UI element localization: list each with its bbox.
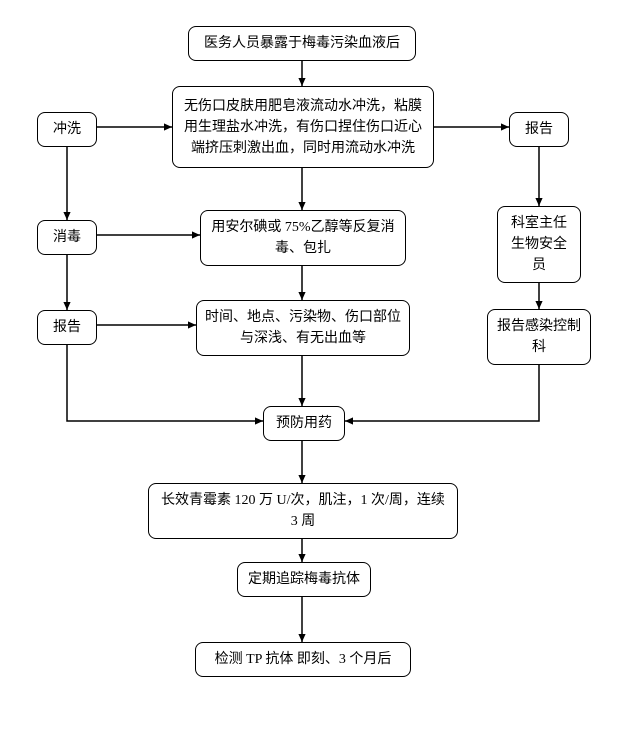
flow-node-n1: 医务人员暴露于梅毒污染血液后 <box>188 26 416 61</box>
flow-node-label: 报告 <box>525 119 553 140</box>
flow-node-n2: 无伤口皮肤用肥皂液流动水冲洗，粘膜用生理盐水冲洗，有伤口捏住伤口近心端挤压刺激出… <box>172 86 434 168</box>
flow-node-label: 长效青霉素 120 万 U/次，肌注，1 次/周，连续 3 周 <box>157 490 449 532</box>
flow-node-label: 消毒 <box>53 227 81 248</box>
flow-node-n14: 检测 TP 抗体 即刻、3 个月后 <box>195 642 411 677</box>
flow-node-label: 时间、地点、污染物、伤口部位与深浅、有无出血等 <box>205 307 401 349</box>
flow-node-label: 科室主任 生物安全员 <box>506 213 572 276</box>
flow-node-label: 检测 TP 抗体 即刻、3 个月后 <box>215 649 392 670</box>
flow-node-label: 用安尔碘或 75%乙醇等反复消毒、包扎 <box>209 217 397 259</box>
flow-node-n6: 消毒 <box>37 220 97 255</box>
flow-node-n9: 报告 <box>37 310 97 345</box>
flow-node-label: 无伤口皮肤用肥皂液流动水冲洗，粘膜用生理盐水冲洗，有伤口捏住伤口近心端挤压刺激出… <box>181 96 425 159</box>
flow-node-n4: 报告 <box>509 112 569 147</box>
flow-node-n7: 科室主任 生物安全员 <box>497 206 581 283</box>
flow-node-label: 冲洗 <box>53 119 81 140</box>
flow-node-n11: 预防用药 <box>263 406 345 441</box>
flow-node-n5: 用安尔碘或 75%乙醇等反复消毒、包扎 <box>200 210 406 266</box>
flow-node-label: 报告 <box>53 317 81 338</box>
flow-node-label: 报告感染控制科 <box>496 316 582 358</box>
flow-node-n8: 时间、地点、污染物、伤口部位与深浅、有无出血等 <box>196 300 410 356</box>
flow-node-n10: 报告感染控制科 <box>487 309 591 365</box>
flow-node-n12: 长效青霉素 120 万 U/次，肌注，1 次/周，连续 3 周 <box>148 483 458 539</box>
flow-node-label: 医务人员暴露于梅毒污染血液后 <box>204 33 400 54</box>
flow-node-label: 定期追踪梅毒抗体 <box>248 569 360 590</box>
flow-node-n13: 定期追踪梅毒抗体 <box>237 562 371 597</box>
flow-node-n3: 冲洗 <box>37 112 97 147</box>
flow-node-label: 预防用药 <box>276 413 332 434</box>
